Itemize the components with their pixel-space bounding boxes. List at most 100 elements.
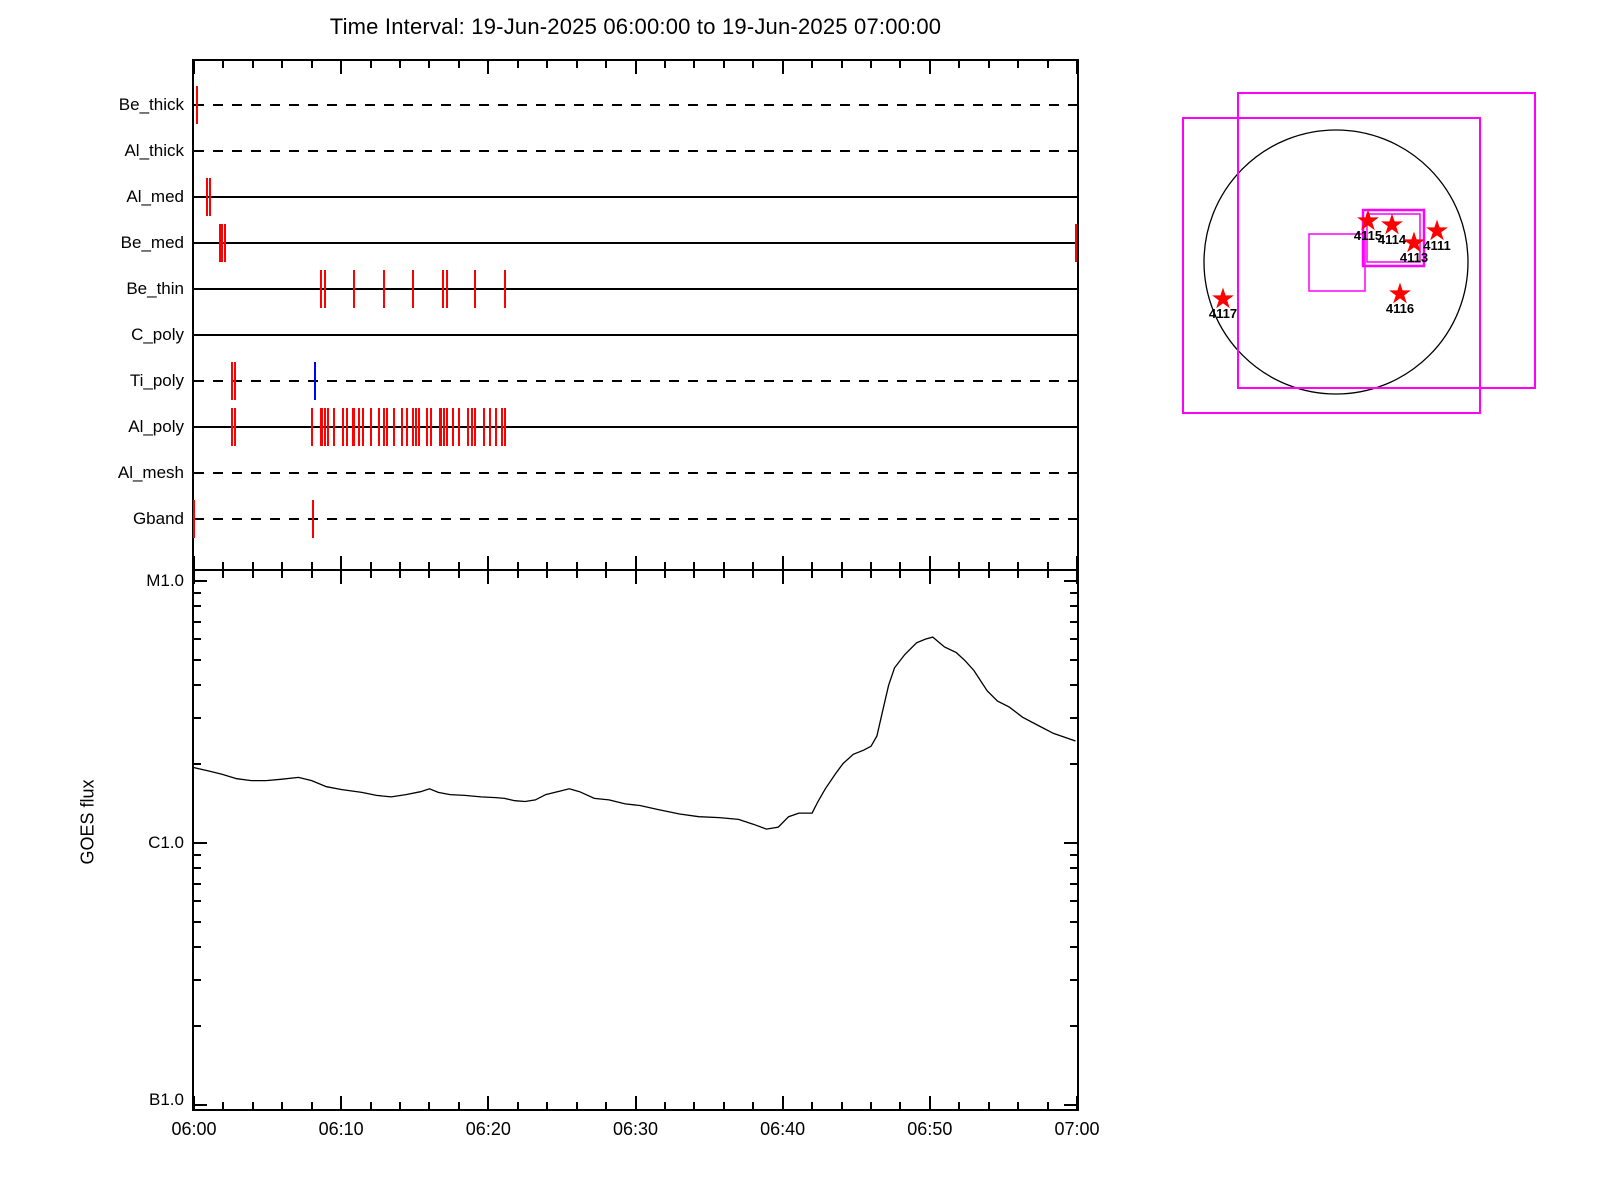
filter-row-line-Be_thick <box>194 104 1077 106</box>
filter-row-label: Al_mesh <box>117 463 184 482</box>
time-axis-tick <box>987 61 990 68</box>
active-region-star <box>1389 282 1411 304</box>
flux-axis-tick <box>1070 763 1077 766</box>
flux-axis-tick <box>194 658 201 661</box>
exposure-tick-red <box>446 270 449 308</box>
time-axis-tick <box>310 61 313 68</box>
time-axis-tick <box>340 571 343 584</box>
flux-axis-tick <box>194 580 207 582</box>
filter-row-line-Al_med <box>194 196 1077 198</box>
flux-axis-tick <box>1070 620 1077 623</box>
filter-row-label: Al_med <box>126 187 184 206</box>
time-tick-label: 06:20 <box>465 1119 511 1139</box>
time-axis-tick <box>987 571 990 578</box>
flux-axis-tick <box>1070 716 1077 719</box>
exposure-tick-red <box>346 408 349 446</box>
time-axis-tick <box>310 562 313 569</box>
flux-axis-tick <box>1070 684 1077 687</box>
exposure-tick-red <box>326 408 329 446</box>
filter-row-label: Ti_poly <box>129 371 184 390</box>
time-axis-tick <box>516 1102 519 1109</box>
exposure-tick-red <box>474 408 477 446</box>
active-region-star <box>1357 209 1379 231</box>
flux-axis-tick <box>1070 978 1077 981</box>
time-axis-tick <box>634 61 637 74</box>
time-axis-tick <box>928 1096 931 1109</box>
exposure-tick-red <box>219 224 222 262</box>
time-axis-tick <box>575 61 578 68</box>
exposure-tick-red <box>353 270 356 308</box>
time-axis-tick <box>193 61 195 74</box>
time-tick-label: 06:10 <box>318 1119 364 1139</box>
time-axis-tick <box>958 1102 961 1109</box>
time-axis-tick <box>840 1102 843 1109</box>
fov-rect <box>1182 117 1481 414</box>
exposure-tick-red <box>443 408 446 446</box>
time-tick-label: 06:50 <box>907 1119 953 1139</box>
time-axis-tick <box>516 571 519 578</box>
time-axis-tick <box>487 571 490 584</box>
time-axis-tick <box>693 571 696 578</box>
time-axis-tick <box>781 61 784 74</box>
flux-axis-tick <box>194 591 201 594</box>
time-axis-tick <box>663 571 666 578</box>
filter-row-line-C_poly <box>194 334 1077 336</box>
time-axis-tick <box>928 556 931 569</box>
time-axis-tick <box>369 562 372 569</box>
time-axis-tick <box>869 1102 872 1109</box>
filter-row-line-Gband <box>194 518 1077 520</box>
time-axis-tick <box>546 61 549 68</box>
time-axis-tick <box>899 562 902 569</box>
flux-axis-tick <box>1070 658 1077 661</box>
exposure-tick-red <box>378 408 381 446</box>
exposure-tick-red <box>393 408 396 446</box>
filter-row-label: C_poly <box>131 325 184 344</box>
time-axis-tick <box>428 1102 431 1109</box>
time-axis-tick <box>869 571 872 578</box>
time-axis-tick <box>1076 571 1078 584</box>
time-axis-tick <box>575 562 578 569</box>
flux-axis-tick <box>1070 946 1077 949</box>
time-axis-tick <box>811 61 814 68</box>
exposure-tick-red <box>446 408 449 446</box>
flux-axis-tick <box>194 842 207 844</box>
time-axis-tick <box>781 571 784 584</box>
exposure-tick-red <box>385 408 388 446</box>
flux-axis-tick <box>194 684 201 687</box>
exposure-tick-red <box>440 408 443 446</box>
exposure-tick-red <box>474 270 477 308</box>
time-axis-tick <box>987 1102 990 1109</box>
time-axis-tick <box>1046 562 1049 569</box>
time-axis-tick <box>340 1096 343 1109</box>
time-axis-tick <box>693 1102 696 1109</box>
flux-axis-tick <box>194 716 201 719</box>
exposure-tick-red <box>425 408 428 446</box>
time-tick-label: 06:40 <box>760 1119 806 1139</box>
time-axis-tick <box>663 562 666 569</box>
time-axis-tick <box>663 61 666 68</box>
time-axis-tick <box>399 571 402 578</box>
flux-axis-tick <box>194 1025 201 1028</box>
exposure-tick-red <box>441 270 444 308</box>
exposure-tick-red <box>382 408 385 446</box>
time-axis-tick <box>193 556 195 569</box>
time-axis-tick <box>310 1102 313 1109</box>
page-title: Time Interval: 19-Jun-2025 06:00:00 to 1… <box>329 14 942 39</box>
exposure-tick-red <box>234 362 237 400</box>
active-region-star <box>1426 219 1448 241</box>
time-axis-tick <box>752 562 755 569</box>
time-axis-tick <box>752 61 755 68</box>
flux-axis-tick <box>194 946 201 949</box>
goes-flux-panel <box>192 569 1079 1111</box>
time-axis-tick <box>722 61 725 68</box>
exposure-tick-red <box>319 408 322 446</box>
time-axis-tick <box>899 1102 902 1109</box>
active-region-star <box>1381 213 1403 235</box>
flux-axis-tick <box>194 882 201 885</box>
filter-row-line-Al_mesh <box>194 472 1077 474</box>
flux-axis-tick <box>194 1104 207 1106</box>
exposure-tick-red <box>400 408 403 446</box>
time-axis-tick <box>928 61 931 74</box>
time-axis-tick <box>575 1102 578 1109</box>
time-axis-tick <box>340 556 343 569</box>
